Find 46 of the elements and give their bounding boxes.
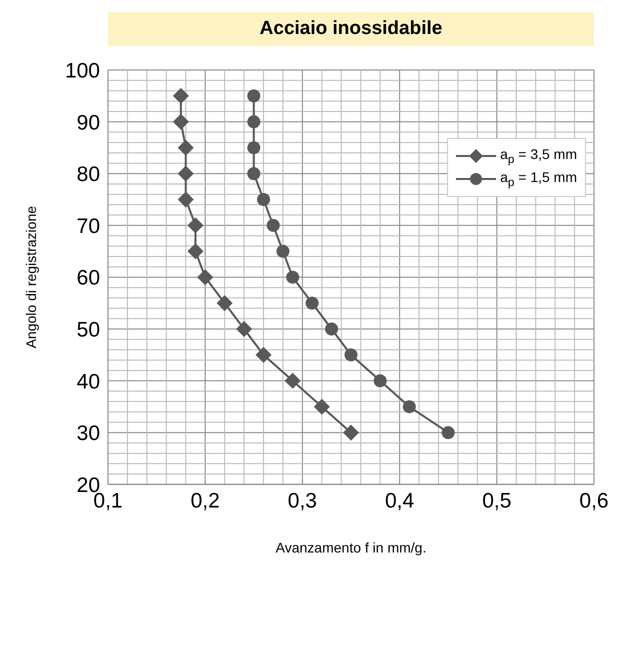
y-tick-label: 100 — [64, 59, 100, 82]
point — [187, 217, 204, 234]
point — [216, 295, 233, 312]
y-tick-label: 80 — [76, 163, 100, 186]
point — [266, 218, 280, 232]
x-axis-title: Avanzamento f in mm/g. — [276, 539, 426, 556]
point — [172, 114, 189, 130]
point — [178, 140, 194, 156]
y-tick-label: 60 — [76, 266, 100, 290]
point — [314, 398, 330, 415]
y-tick-label: 30 — [76, 422, 100, 446]
point — [247, 115, 260, 128]
legend-label: a$_{p}$ = 3,5 mm — [500, 146, 577, 166]
x-tick-label: 0,2 — [190, 489, 220, 512]
y-tick-label: 90 — [76, 111, 100, 134]
point — [172, 88, 189, 104]
point — [306, 296, 319, 310]
point — [343, 424, 359, 441]
point — [178, 166, 194, 182]
point — [344, 348, 358, 362]
point — [257, 193, 270, 206]
point — [197, 269, 214, 286]
y-tick-label: 50 — [76, 318, 100, 342]
y-tick-label: 40 — [76, 370, 100, 394]
point — [247, 141, 260, 154]
x-tick-label: 0,3 — [288, 489, 317, 512]
point — [247, 167, 260, 180]
point — [374, 374, 387, 388]
y-axis-title: Angolo di registrazione — [22, 206, 39, 348]
point — [276, 244, 290, 258]
chart-title: Acciaio inossidabile — [108, 12, 594, 46]
x-tick-label: 0,5 — [482, 489, 512, 512]
y-tick-label: 70 — [76, 214, 100, 238]
point — [286, 270, 300, 284]
x-tick-label: 0,6 — [579, 489, 609, 512]
point — [442, 426, 455, 440]
point — [187, 243, 204, 260]
point — [178, 192, 194, 208]
point — [284, 372, 301, 389]
point — [325, 322, 338, 336]
x-tick-label: 0,4 — [385, 489, 415, 512]
point — [247, 89, 260, 102]
point — [256, 346, 272, 363]
point — [402, 400, 416, 414]
legend-label: a$_{p}$ = 1,5 mm — [500, 168, 577, 189]
point — [236, 321, 252, 338]
